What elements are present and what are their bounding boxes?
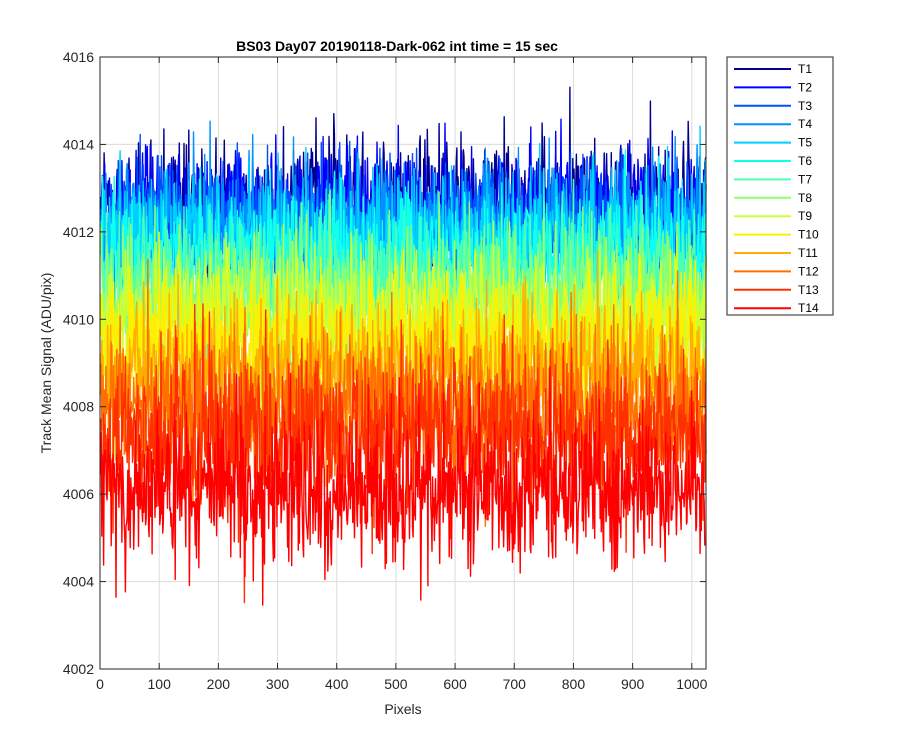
legend-label-T8: T8	[798, 191, 812, 205]
x-tick-label-8: 800	[562, 676, 586, 692]
y-tick-label-4: 4010	[63, 311, 94, 327]
x-tick-label-7: 700	[503, 676, 527, 692]
legend-label-T14: T14	[798, 301, 819, 315]
y-axis-label: Track Mean Signal (ADU/pix)	[38, 273, 54, 454]
series-lines	[99, 86, 707, 606]
y-tick-label-6: 4014	[63, 136, 94, 152]
y-tick-label-1: 4004	[63, 574, 94, 590]
legend-label-T10: T10	[798, 228, 819, 242]
chart-title: BS03 Day07 20190118-Dark-062 int time = …	[236, 38, 558, 54]
legend: T1 T2 T3 T4 T5 T6 T7 T8 T9 T10 T11 T12 T13 T14	[726, 56, 834, 316]
legend-label-T9: T9	[798, 209, 812, 223]
y-tick-label-0: 4002	[63, 661, 94, 677]
x-tick-label-10: 1000	[676, 676, 707, 692]
x-tick-label-3: 300	[266, 676, 290, 692]
legend-label-T5: T5	[798, 136, 812, 150]
x-tick-label-9: 900	[621, 676, 645, 692]
legend-label-T1: T1	[798, 62, 812, 76]
legend-label-T11: T11	[798, 246, 818, 260]
legend-label-T6: T6	[798, 154, 812, 168]
y-tick-label-5: 4012	[63, 224, 94, 240]
legend-label-T13: T13	[798, 283, 819, 297]
plot-frame	[99, 56, 707, 670]
series-line-T14	[99, 366, 707, 606]
x-tick-label-4: 400	[325, 676, 349, 692]
y-tick-label-7: 4016	[63, 49, 94, 65]
y-axis-ticks: 4002 4004 4006 4008 4010 4012 4014 4016	[63, 49, 706, 677]
legend-label-T12: T12	[798, 264, 819, 278]
x-axis-ticks: 0 100 200 300 400 500 600 700 800 900 1000	[96, 57, 708, 692]
legend-label-T7: T7	[798, 172, 812, 186]
y-tick-label-3: 4008	[63, 399, 94, 415]
x-tick-label-6: 600	[443, 676, 467, 692]
x-axis-label: Pixels	[384, 701, 421, 717]
legend-label-T4: T4	[798, 117, 812, 131]
x-tick-label-1: 100	[148, 676, 172, 692]
x-tick-label-5: 500	[384, 676, 408, 692]
legend-label-T2: T2	[798, 80, 812, 94]
x-tick-label-2: 200	[207, 676, 231, 692]
legend-label-T3: T3	[798, 99, 812, 113]
x-tick-label-0: 0	[96, 676, 104, 692]
y-tick-label-2: 4006	[63, 486, 94, 502]
